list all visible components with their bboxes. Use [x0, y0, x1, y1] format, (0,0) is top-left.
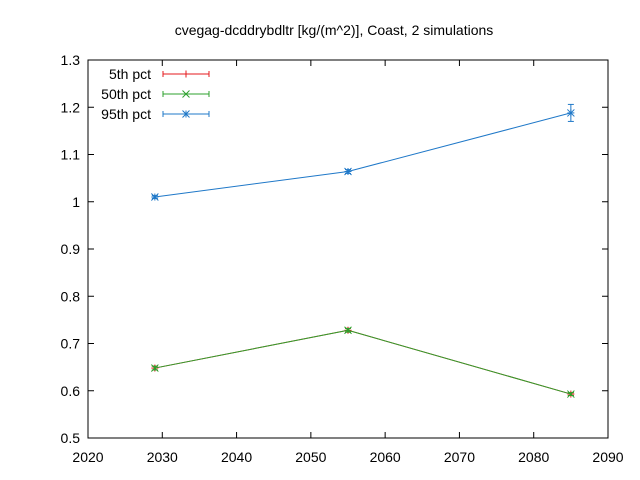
- x-tick-label: 2050: [295, 449, 326, 465]
- y-tick-label: 1: [72, 194, 80, 210]
- x-tick-label: 2030: [147, 449, 178, 465]
- data-point: [151, 193, 159, 201]
- y-tick-label: 1.2: [61, 99, 81, 115]
- axes: 2020 2030 2040 2050 2060 2070 2080 2090 0.5 0.6 0.…: [61, 52, 624, 465]
- y-tick-label: 0.5: [61, 430, 81, 446]
- legend-item: 5th pct: [109, 66, 210, 82]
- legend-label: 5th pct: [109, 66, 151, 82]
- x-tick-label: 2080: [518, 449, 549, 465]
- y-tick-label: 1.3: [61, 52, 81, 68]
- x-tick-label: 2060: [370, 449, 401, 465]
- series-line: [154, 329, 571, 395]
- data-point: [151, 364, 159, 372]
- marker-stroke: [151, 193, 159, 201]
- marker-stroke: [182, 90, 190, 98]
- legend: 5th pct 50th pct 95th pct: [101, 66, 210, 122]
- data-point: [567, 390, 575, 398]
- series-2: [151, 326, 575, 398]
- series-layer: [151, 103, 575, 398]
- y-tick-label: 0.9: [61, 241, 81, 257]
- x-tick-label: 2070: [444, 449, 475, 465]
- legend-marker: [182, 110, 190, 118]
- legend-marker: [182, 70, 190, 78]
- marker-stroke: [567, 109, 575, 117]
- legend-label: 50th pct: [101, 86, 151, 102]
- data-point: [567, 109, 575, 117]
- legend-marker: [182, 90, 190, 98]
- marker-stroke: [567, 390, 575, 398]
- data-point: [344, 326, 352, 335]
- legend-item: 50th pct: [101, 86, 210, 102]
- x-tick-label: 2040: [221, 449, 252, 465]
- marker-stroke: [344, 326, 352, 335]
- y-tick-label: 0.7: [61, 336, 81, 352]
- y-tick-label: 1.1: [61, 147, 81, 163]
- y-tick-label: 0.6: [61, 383, 81, 399]
- series-3: [151, 103, 575, 201]
- x-tick-label: 2090: [592, 449, 623, 465]
- series-line: [154, 112, 571, 198]
- x-tick-label: 2020: [72, 449, 103, 465]
- marker-stroke: [151, 364, 159, 372]
- chart-title: cvegag-dcddrybdltr [kg/(m^2)], Coast, 2 …: [175, 22, 494, 38]
- series-line: [154, 329, 571, 395]
- plot-frame: [87, 59, 609, 439]
- marker-stroke: [344, 167, 352, 176]
- y-tick-label: 0.8: [61, 288, 81, 304]
- legend-label: 95th pct: [101, 106, 151, 122]
- series-1: [151, 326, 575, 398]
- legend-item: 95th pct: [101, 106, 210, 122]
- marker-stroke: [182, 110, 190, 118]
- data-point: [344, 167, 352, 176]
